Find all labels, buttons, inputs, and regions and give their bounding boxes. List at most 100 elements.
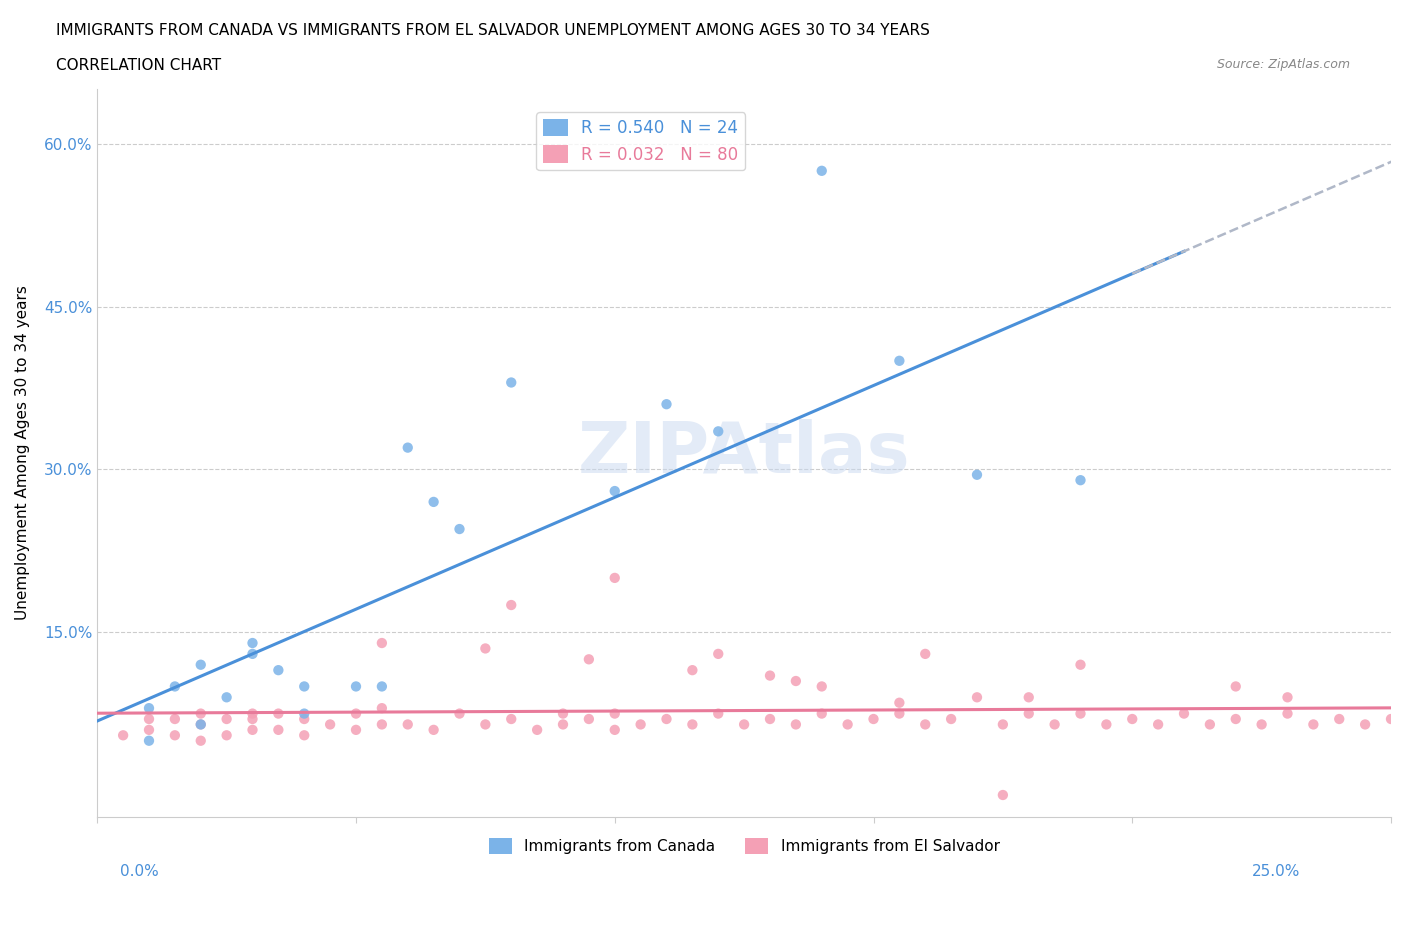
Point <box>190 658 212 672</box>
Point <box>449 706 471 721</box>
Point <box>501 711 523 726</box>
Point <box>396 440 419 455</box>
Point <box>1250 717 1272 732</box>
Point <box>914 717 936 732</box>
Point <box>578 652 600 667</box>
Point <box>966 690 988 705</box>
Point <box>1277 690 1299 705</box>
Point <box>1018 706 1040 721</box>
Point <box>138 711 160 726</box>
Point <box>449 522 471 537</box>
Text: ZIPAtlas: ZIPAtlas <box>578 418 911 487</box>
Point <box>371 635 394 650</box>
Point <box>603 484 626 498</box>
Point <box>371 679 394 694</box>
Point <box>242 711 264 726</box>
Point <box>292 728 315 743</box>
Point <box>1069 472 1091 487</box>
Point <box>344 706 367 721</box>
Point <box>889 706 911 721</box>
Point <box>630 717 652 732</box>
Point <box>1379 711 1402 726</box>
Point <box>1302 717 1324 732</box>
Text: 25.0%: 25.0% <box>1253 864 1301 879</box>
Point <box>422 495 444 510</box>
Point <box>371 700 394 715</box>
Point <box>190 717 212 732</box>
Point <box>1069 706 1091 721</box>
Point <box>138 700 160 715</box>
Point <box>1225 711 1247 726</box>
Point <box>242 723 264 737</box>
Y-axis label: Unemployment Among Ages 30 to 34 years: Unemployment Among Ages 30 to 34 years <box>15 286 30 620</box>
Point <box>1354 717 1376 732</box>
Legend: Immigrants from Canada, Immigrants from El Salvador: Immigrants from Canada, Immigrants from … <box>482 831 1005 860</box>
Point <box>267 723 290 737</box>
Point <box>681 663 703 678</box>
Point <box>991 717 1014 732</box>
Point <box>138 723 160 737</box>
Point <box>526 723 548 737</box>
Point <box>681 717 703 732</box>
Point <box>215 690 238 705</box>
Point <box>267 663 290 678</box>
Point <box>163 728 186 743</box>
Point <box>190 706 212 721</box>
Point <box>785 673 807 688</box>
Point <box>1199 717 1222 732</box>
Point <box>474 717 496 732</box>
Point <box>292 679 315 694</box>
Point <box>1095 717 1118 732</box>
Point <box>396 717 419 732</box>
Text: 0.0%: 0.0% <box>120 864 159 879</box>
Point <box>242 706 264 721</box>
Point <box>551 717 574 732</box>
Point <box>810 706 832 721</box>
Point <box>112 728 135 743</box>
Point <box>501 598 523 613</box>
Point <box>603 723 626 737</box>
Point <box>163 679 186 694</box>
Point <box>889 696 911 711</box>
Point <box>267 706 290 721</box>
Point <box>991 788 1014 803</box>
Point <box>655 397 678 412</box>
Point <box>1173 706 1195 721</box>
Point <box>344 679 367 694</box>
Point <box>759 711 782 726</box>
Point <box>1147 717 1170 732</box>
Point <box>215 711 238 726</box>
Point <box>655 711 678 726</box>
Point <box>371 717 394 732</box>
Point <box>707 706 730 721</box>
Point <box>862 711 884 726</box>
Point <box>837 717 859 732</box>
Point <box>966 468 988 483</box>
Text: Source: ZipAtlas.com: Source: ZipAtlas.com <box>1216 58 1350 71</box>
Point <box>785 717 807 732</box>
Point <box>914 646 936 661</box>
Point <box>190 733 212 748</box>
Point <box>215 728 238 743</box>
Point <box>292 711 315 726</box>
Point <box>810 164 832 179</box>
Point <box>759 668 782 683</box>
Point <box>138 733 160 748</box>
Point <box>242 635 264 650</box>
Point <box>1018 690 1040 705</box>
Point <box>1069 658 1091 672</box>
Point <box>578 711 600 726</box>
Point <box>1277 706 1299 721</box>
Text: CORRELATION CHART: CORRELATION CHART <box>56 58 221 73</box>
Text: IMMIGRANTS FROM CANADA VS IMMIGRANTS FROM EL SALVADOR UNEMPLOYMENT AMONG AGES 30: IMMIGRANTS FROM CANADA VS IMMIGRANTS FRO… <box>56 23 931 38</box>
Point <box>810 679 832 694</box>
Point <box>1225 679 1247 694</box>
Point <box>551 706 574 721</box>
Point <box>1043 717 1066 732</box>
Point <box>939 711 962 726</box>
Point <box>319 717 342 732</box>
Point <box>292 706 315 721</box>
Point <box>474 641 496 656</box>
Point <box>422 723 444 737</box>
Point <box>1121 711 1143 726</box>
